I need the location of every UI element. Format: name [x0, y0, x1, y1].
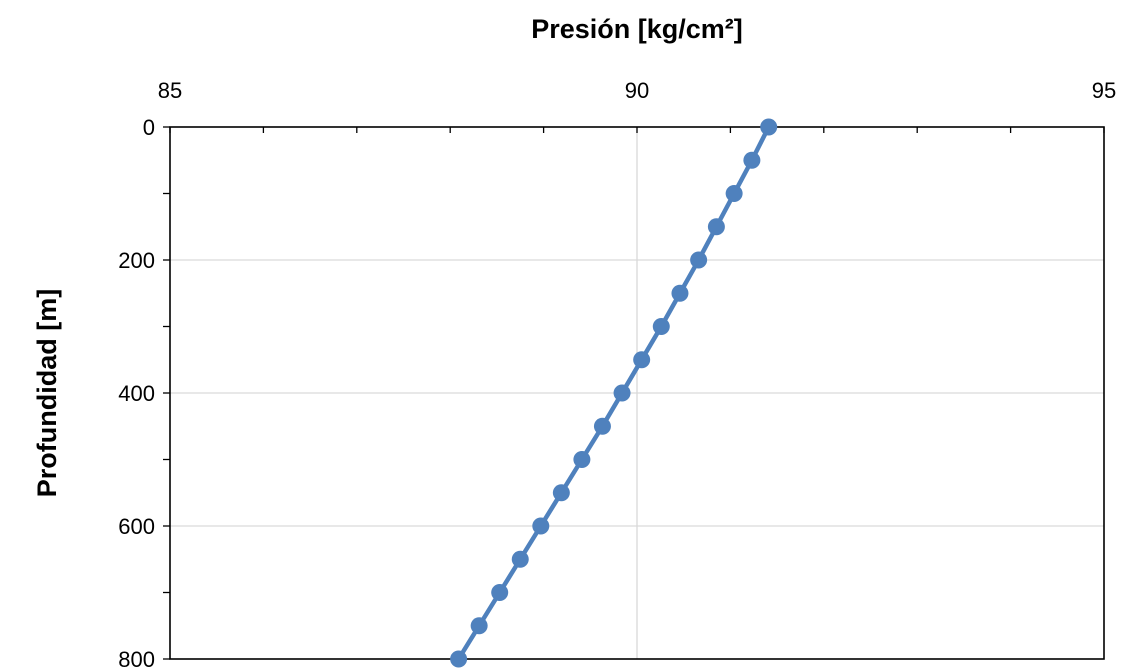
data-point	[671, 284, 689, 302]
data-point	[491, 584, 509, 601]
x-tick-label: 95	[1092, 78, 1116, 103]
y-tick-label: 600	[118, 514, 155, 539]
y-tick-label: 0	[143, 115, 155, 140]
data-point	[532, 517, 550, 535]
axis-ticks	[163, 126, 1105, 660]
x-axis-title: Presión [kg/cm²]	[531, 14, 743, 44]
data-point	[652, 318, 670, 335]
x-tick-label: 85	[158, 78, 182, 103]
data-point	[470, 617, 488, 635]
grid-lines	[170, 127, 1104, 659]
data-point	[613, 384, 631, 402]
y-tick-label: 200	[118, 248, 155, 273]
data-point	[690, 251, 708, 269]
data-point	[511, 550, 529, 568]
data-point	[573, 451, 591, 468]
data-point	[707, 218, 725, 236]
data-point	[552, 484, 570, 502]
y-tick-label: 400	[118, 381, 155, 406]
x-tick-label: 90	[625, 78, 649, 103]
data-point	[593, 417, 611, 435]
y-axis-title: Profundidad [m]	[32, 289, 62, 497]
data-point	[633, 351, 651, 369]
y-tick-label: 800	[118, 647, 155, 672]
data-point	[450, 650, 468, 668]
tick-labels: 85 90 95 0 200 400 600 800	[118, 78, 1116, 672]
data-point	[760, 118, 778, 136]
data-point	[743, 151, 761, 169]
data-point	[725, 185, 743, 202]
series-group	[450, 118, 778, 668]
